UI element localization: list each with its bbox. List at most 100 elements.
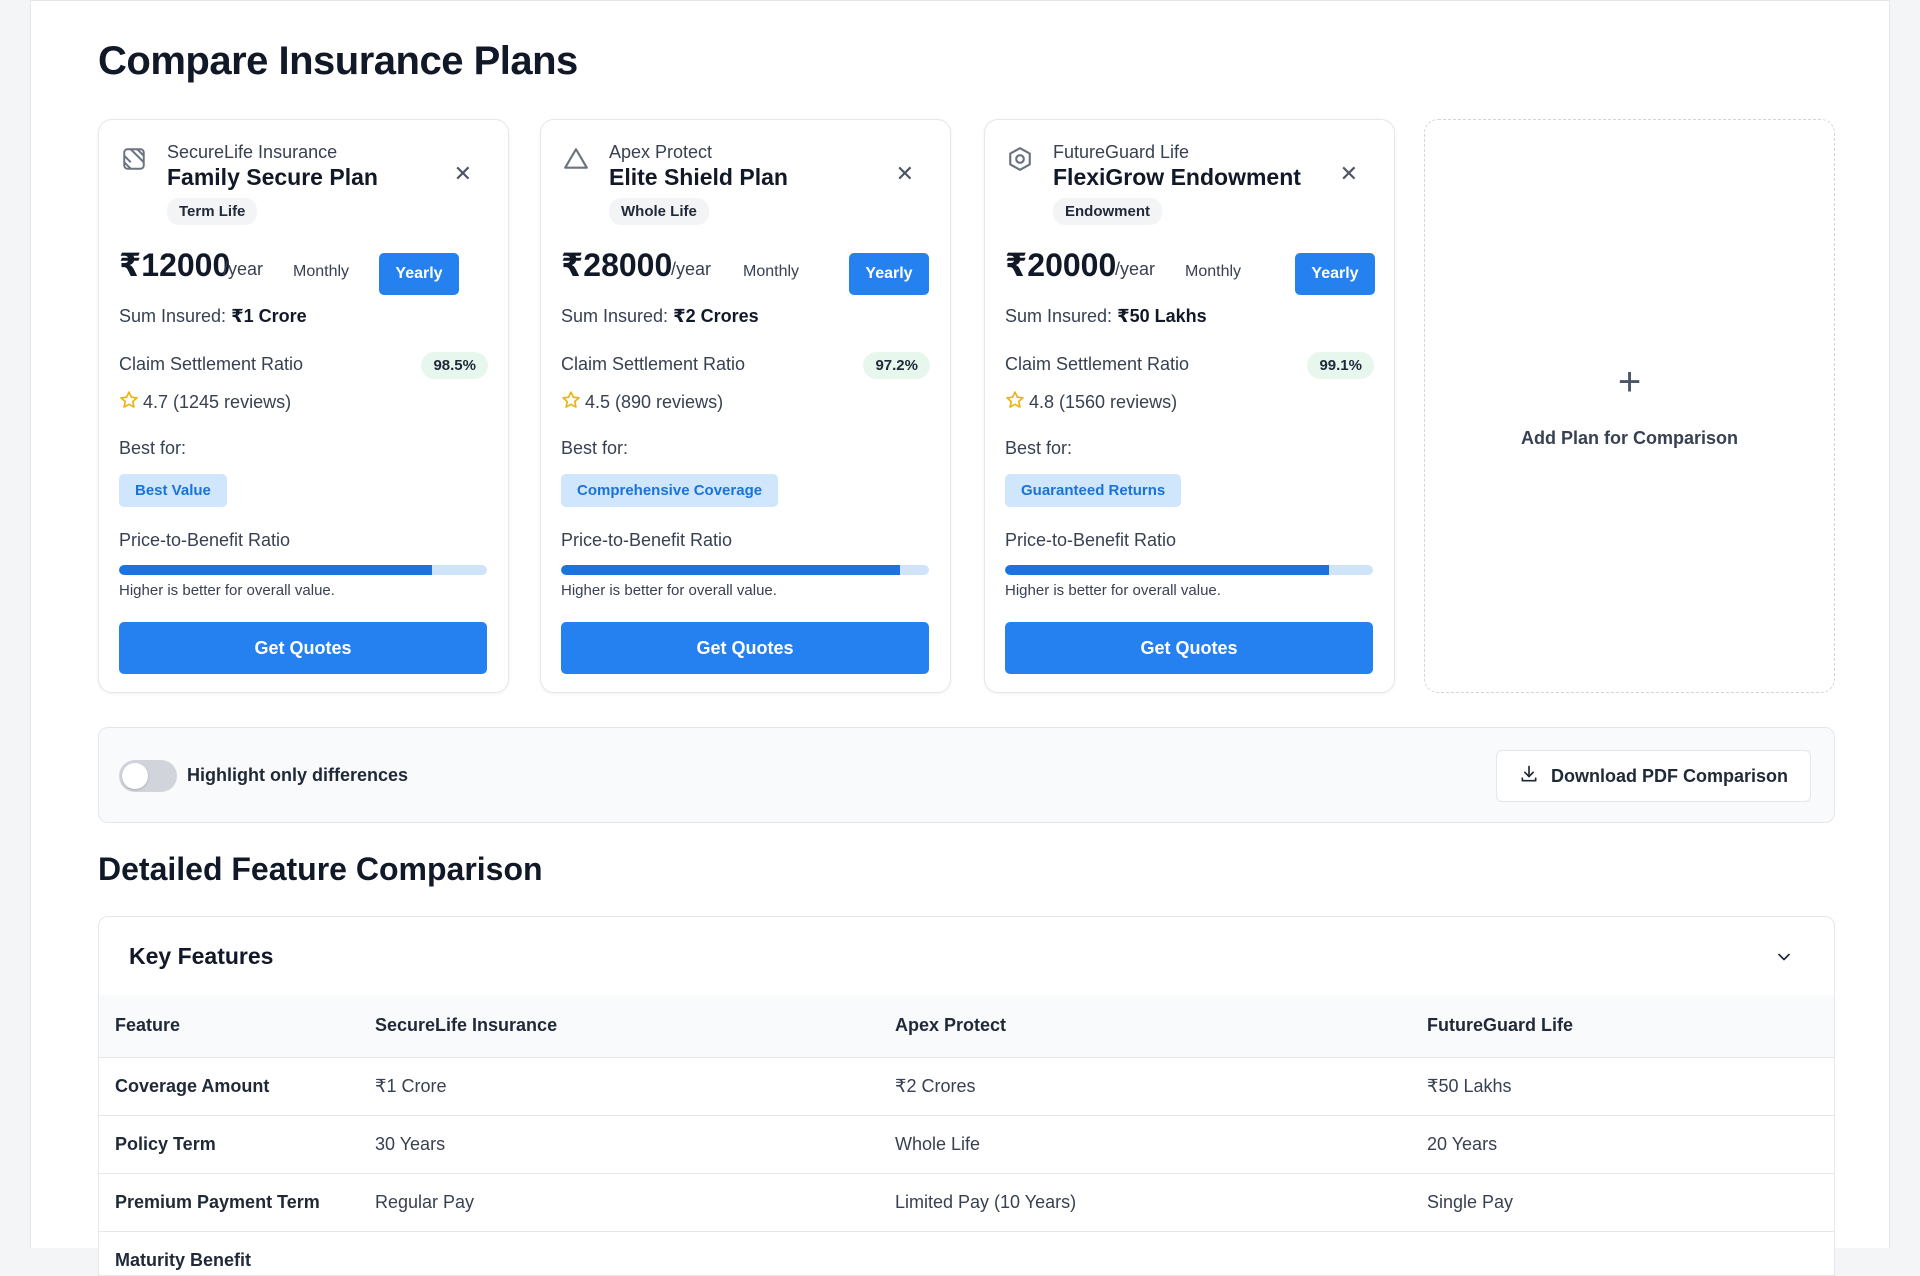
rating-text: 4.8 (1560 reviews) [1029, 392, 1178, 412]
plan-type-badge: Whole Life [609, 198, 709, 225]
column-header: Apex Protect [879, 995, 1411, 1058]
table-row: Premium Payment Term Regular Pay Limited P… [99, 1173, 1834, 1232]
yearly-toggle[interactable]: Yearly [379, 253, 459, 295]
download-pdf-button[interactable]: Download PDF Comparison [1495, 750, 1811, 802]
plan-name: Elite Shield Plan [609, 164, 788, 190]
best-for-label: Best for: [119, 438, 187, 458]
highlight-differences-label: Highlight only differences [187, 765, 409, 785]
sum-insured: Sum Insured: ₹1 Crore [119, 306, 307, 327]
best-for-badge: Comprehensive Coverage [561, 474, 779, 507]
price-unit: /year [1115, 259, 1156, 279]
remove-plan-button[interactable]: ✕ [1340, 163, 1358, 185]
feature-value-cell [359, 1231, 879, 1275]
price-benefit-note: Higher is better for overall value. [119, 582, 335, 599]
get-quotes-button[interactable]: Get Quotes [119, 622, 487, 674]
feature-name-cell: Maturity Benefit [99, 1231, 359, 1275]
price-benefit-fill [561, 565, 900, 575]
price-benefit-bar [561, 565, 929, 575]
star-icon [119, 390, 139, 415]
key-features-header[interactable]: Key Features [99, 917, 1834, 995]
feature-value-cell: Regular Pay [359, 1173, 879, 1232]
star-icon [1005, 390, 1025, 415]
triangle-icon [563, 146, 589, 172]
rating-text: 4.5 (890 reviews) [585, 392, 724, 412]
plan-card: Apex Protect Elite Shield Plan ✕ Whole L… [540, 119, 951, 693]
rating: 4.7 (1245 reviews) [119, 390, 291, 415]
yearly-toggle[interactable]: Yearly [1295, 253, 1375, 295]
feature-value-cell: 20 Years [1411, 1115, 1834, 1174]
plan-type-badge: Term Life [167, 198, 258, 225]
get-quotes-button[interactable]: Get Quotes [561, 622, 929, 674]
rating-text: 4.7 (1245 reviews) [143, 392, 292, 412]
download-pdf-label: Download PDF Comparison [1550, 765, 1788, 786]
feature-value-cell: Single Pay [1411, 1173, 1834, 1232]
csr-label: Claim Settlement Ratio [1005, 354, 1190, 374]
feature-name-cell: Coverage Amount [99, 1057, 359, 1116]
provider-name: FutureGuard Life [1053, 142, 1190, 162]
column-header: Feature [99, 995, 359, 1058]
star-icon [561, 390, 581, 415]
monthly-toggle[interactable]: Monthly [1185, 263, 1242, 280]
table-row: Maturity Benefit [99, 1231, 1834, 1275]
price-benefit-fill [119, 565, 432, 575]
price-benefit-bar [1005, 565, 1373, 575]
column-header: SecureLife Insurance [359, 995, 879, 1058]
sum-insured: Sum Insured: ₹50 Lakhs [1005, 306, 1207, 327]
plan-price: ₹20000 [1005, 247, 1117, 283]
column-header: FutureGuard Life [1411, 995, 1834, 1058]
feature-value-cell: Whole Life [879, 1115, 1411, 1174]
features-table: Feature SecureLife Insurance Apex Protec… [99, 995, 1834, 1275]
plan-type-badge: Endowment [1053, 198, 1162, 225]
best-for-label: Best for: [561, 438, 629, 458]
plus-icon: + [1617, 360, 1642, 404]
feature-name-cell: Policy Term [99, 1115, 359, 1174]
remove-plan-button[interactable]: ✕ [896, 163, 914, 185]
hexagon-icon [1007, 146, 1033, 172]
sum-insured-value: ₹2 Crores [673, 306, 759, 326]
best-for-badge: Best Value [119, 474, 227, 507]
close-icon: ✕ [1339, 161, 1358, 186]
plan-cards: + Add Plan for Comparison SecureLife Ins… [98, 119, 1835, 693]
plan-card: FutureGuard Life FlexiGrow Endowment ✕ E… [984, 119, 1395, 693]
page-container: Compare Insurance Plans + Add Plan for C… [30, 0, 1890, 1276]
csr-badge: 99.1% [1307, 352, 1374, 379]
key-features-accordion: Key Features Feature SecureLife Insuranc… [98, 916, 1835, 1276]
highlight-differences-toggle[interactable] [119, 760, 177, 792]
feature-value-cell: ₹2 Crores [879, 1057, 1411, 1116]
yearly-toggle[interactable]: Yearly [849, 253, 929, 295]
sum-insured-label: Sum Insured: [561, 306, 674, 326]
price-benefit-fill [1005, 565, 1329, 575]
remove-plan-button[interactable]: ✕ [454, 163, 472, 185]
monthly-toggle[interactable]: Monthly [293, 263, 350, 280]
csr-label: Claim Settlement Ratio [119, 354, 304, 374]
comparison-toolbar: Highlight only differences Download PDF … [98, 727, 1835, 823]
page-title: Compare Insurance Plans [98, 39, 578, 83]
price-benefit-bar [119, 565, 487, 575]
provider-name: SecureLife Insurance [167, 142, 338, 162]
features-header-row: Feature SecureLife Insurance Apex Protec… [99, 995, 1834, 1058]
add-plan-card[interactable]: + Add Plan for Comparison [1424, 119, 1835, 693]
sum-insured-label: Sum Insured: [1005, 306, 1118, 326]
rating: 4.8 (1560 reviews) [1005, 390, 1177, 415]
plan-name: Family Secure Plan [167, 164, 378, 190]
plan-price: ₹28000 [561, 247, 673, 283]
close-icon: ✕ [895, 161, 914, 186]
plan-card: SecureLife Insurance Family Secure Plan … [98, 119, 509, 693]
monthly-toggle[interactable]: Monthly [743, 263, 800, 280]
csr-badge: 98.5% [421, 352, 488, 379]
chevron-down-icon [1778, 953, 1790, 961]
detail-section-title: Detailed Feature Comparison [98, 851, 543, 887]
price-benefit-label: Price-to-Benefit Ratio [561, 530, 733, 550]
sum-insured-label: Sum Insured: [119, 306, 232, 326]
provider-name: Apex Protect [609, 142, 713, 162]
feature-value-cell: ₹50 Lakhs [1411, 1057, 1834, 1116]
plan-price: ₹12000 [119, 247, 231, 283]
plan-name: FlexiGrow Endowment [1053, 164, 1301, 190]
price-benefit-label: Price-to-Benefit Ratio [1005, 530, 1177, 550]
sum-insured-value: ₹50 Lakhs [1117, 306, 1207, 326]
feature-value-cell: 30 Years [359, 1115, 879, 1174]
best-for-badge: Guaranteed Returns [1005, 474, 1182, 507]
get-quotes-button[interactable]: Get Quotes [1005, 622, 1373, 674]
feature-value-cell [1411, 1231, 1834, 1275]
feature-name-cell: Premium Payment Term [99, 1173, 359, 1232]
